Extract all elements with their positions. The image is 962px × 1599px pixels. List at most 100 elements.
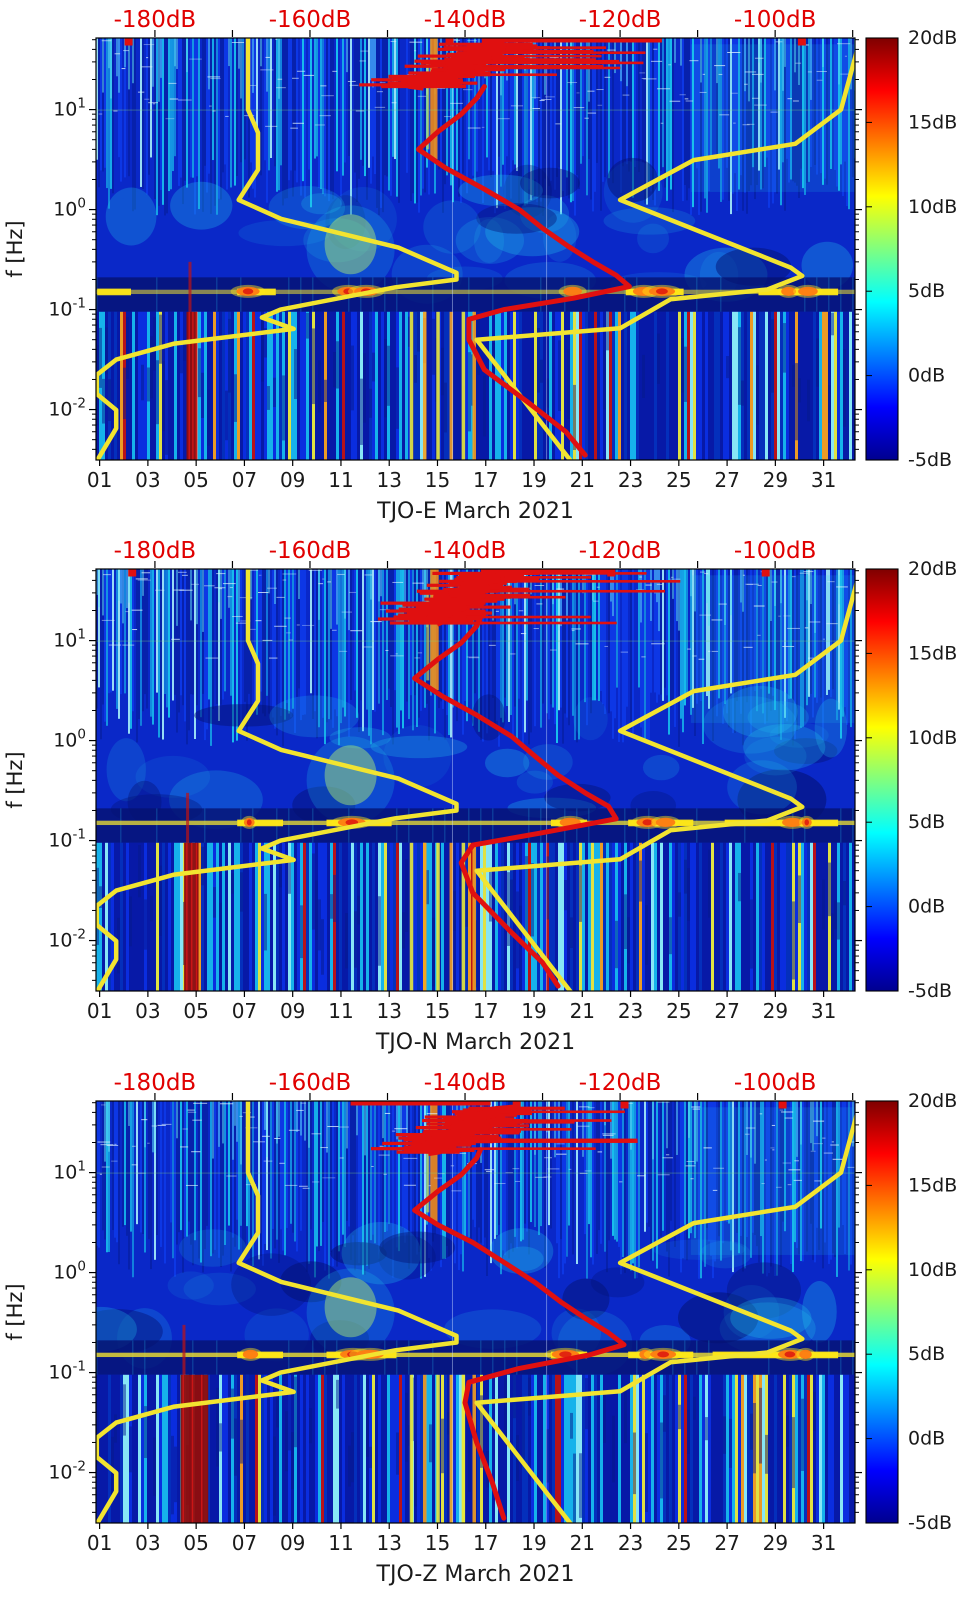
- median-psd-curve: [412, 615, 619, 989]
- x-tick-label: 11: [328, 999, 353, 1023]
- colorbar-tick-label: 0dB: [908, 896, 945, 918]
- colorbar-tick-label: -5dB: [908, 449, 952, 471]
- top-axis-db-label: -100dB: [734, 1070, 817, 1096]
- y-tick-label: 101: [53, 96, 86, 121]
- x-tick-label: 17: [473, 468, 498, 492]
- nlnm-curve: [96, 1101, 459, 1523]
- top-axis-db-label: -160dB: [269, 538, 352, 564]
- axes: 01 03 05 07 09 11 13 15 17 19 21 23 25 27 29 31 101 100 10…: [48, 538, 862, 1023]
- x-tick-label: 19: [521, 1531, 546, 1555]
- x-tick-label: 19: [521, 468, 546, 492]
- x-tick-label: 27: [714, 468, 739, 492]
- x-tick-label: 03: [135, 468, 160, 492]
- y-tick-label: 100: [53, 1259, 86, 1284]
- x-tick-label: 07: [232, 999, 257, 1023]
- x-tick-label: 03: [135, 1531, 160, 1555]
- x-tick-label: 05: [183, 1531, 208, 1555]
- colorbar-tick-label: 10dB: [908, 196, 957, 218]
- y-axis-label: f [Hz]: [3, 751, 27, 808]
- y-tick-label: 101: [53, 1159, 86, 1184]
- panel-title: TJO-Z March 2021: [376, 1562, 575, 1587]
- x-tick-label: 05: [183, 999, 208, 1023]
- colorbar-tick-label: -5dB: [908, 980, 952, 1002]
- spectrogram-texture: [96, 38, 855, 460]
- top-axis-db-label: -140dB: [424, 7, 507, 33]
- x-tick-label: 19: [521, 999, 546, 1023]
- median-psd-curve: [416, 84, 632, 458]
- x-tick-label: 27: [714, 999, 739, 1023]
- x-tick-label: 13: [376, 999, 401, 1023]
- top-axis-db-label: -140dB: [424, 1070, 507, 1096]
- y-tick-label: 10-2: [48, 927, 86, 952]
- x-tick-label: 17: [473, 999, 498, 1023]
- x-tick-label: 09: [280, 999, 305, 1023]
- nhnm-curve: [474, 49, 855, 460]
- x-tick-label: 23: [618, 1531, 643, 1555]
- x-tick-label: 07: [232, 468, 257, 492]
- top-axis-db-label: -180dB: [114, 7, 197, 33]
- x-tick-label: 01: [87, 999, 112, 1023]
- x-tick-label: 27: [714, 1531, 739, 1555]
- y-tick-label: 10-2: [48, 1459, 86, 1484]
- top-axis-red-mark: [778, 1101, 787, 1109]
- colorbar: 20dB 15dB 10dB 5dB 0dB -5dB: [865, 558, 957, 1002]
- top-axis-db-label: -100dB: [734, 7, 817, 33]
- top-axis-db-label: -180dB: [114, 1070, 197, 1096]
- x-tick-label: 23: [618, 999, 643, 1023]
- colorbar-tick-label: 0dB: [908, 1428, 945, 1450]
- axes: 01 03 05 07 09 11 13 15 17 19 21 23 25 27 29 31 101 100 10…: [48, 7, 862, 492]
- top-axis-db-label: -100dB: [734, 538, 817, 564]
- y-tick-label: 100: [53, 727, 86, 752]
- top-axis-red-mark: [797, 38, 806, 46]
- nlnm-curve: [96, 38, 459, 460]
- colorbar-tick-label: 10dB: [908, 727, 957, 749]
- colorbar-tick-label: 20dB: [908, 1090, 957, 1112]
- x-tick-label: 09: [280, 1531, 305, 1555]
- median-psd-curve: [412, 1147, 627, 1521]
- y-tick-label: 10-2: [48, 396, 86, 421]
- x-tick-label: 01: [87, 468, 112, 492]
- y-tick-label: 101: [53, 627, 86, 652]
- panel-tjo-e: 01 03 05 07 09 11 13 15 17 19 21 23 25 27 29 31 101 100 10…: [3, 7, 957, 524]
- top-axis-red-mark: [445, 38, 454, 46]
- x-tick-label: 21: [570, 1531, 595, 1555]
- panel-title: TJO-E March 2021: [376, 499, 574, 524]
- x-tick-label: 15: [425, 1531, 450, 1555]
- x-tick-label: 23: [618, 468, 643, 492]
- colorbar-tick-label: 15dB: [908, 642, 957, 664]
- x-tick-label: 21: [570, 999, 595, 1023]
- x-tick-label: 05: [183, 468, 208, 492]
- spectrogram-texture: [96, 569, 855, 991]
- top-axis-red-mark: [124, 38, 133, 46]
- top-axis-red-mark: [761, 569, 770, 577]
- top-axis-db-label: -120dB: [579, 7, 662, 33]
- colorbar-tick-label: 20dB: [908, 558, 957, 580]
- x-tick-label: 25: [666, 1531, 691, 1555]
- top-axis-db-label: -160dB: [269, 7, 352, 33]
- x-tick-label: 31: [811, 1531, 836, 1555]
- x-tick-label: 15: [425, 468, 450, 492]
- x-tick-label: 11: [328, 468, 353, 492]
- x-tick-label: 15: [425, 999, 450, 1023]
- axes: 01 03 05 07 09 11 13 15 17 19 21 23 25 27 29 31 101 100 10…: [48, 1070, 862, 1555]
- y-tick-label: 100: [53, 196, 86, 221]
- colorbar: 20dB 15dB 10dB 5dB 0dB -5dB: [865, 1090, 957, 1534]
- spectrogram-texture: [96, 1101, 855, 1523]
- x-tick-label: 01: [87, 1531, 112, 1555]
- colorbar-tick-label: 15dB: [908, 1174, 957, 1196]
- x-tick-label: 13: [376, 1531, 401, 1555]
- panel-title: TJO-N March 2021: [375, 1030, 575, 1055]
- y-axis-label: f [Hz]: [3, 1283, 27, 1340]
- nhnm-curve: [474, 580, 855, 991]
- x-tick-label: 11: [328, 1531, 353, 1555]
- panel-tjo-n: 01 03 05 07 09 11 13 15 17 19 21 23 25 27 29 31 101 100 10…: [3, 538, 957, 1055]
- top-axis-db-label: -120dB: [579, 1070, 662, 1096]
- colorbar-tick-label: 5dB: [908, 811, 945, 833]
- top-axis-red-mark: [128, 569, 137, 577]
- panel-tjo-z: 01 03 05 07 09 11 13 15 17 19 21 23 25 27 29 31 101 100 10…: [3, 1070, 957, 1587]
- top-axis-red-mark: [607, 569, 616, 577]
- nlnm-curve: [96, 569, 459, 991]
- x-tick-label: 09: [280, 468, 305, 492]
- y-axis-label: f [Hz]: [3, 220, 27, 277]
